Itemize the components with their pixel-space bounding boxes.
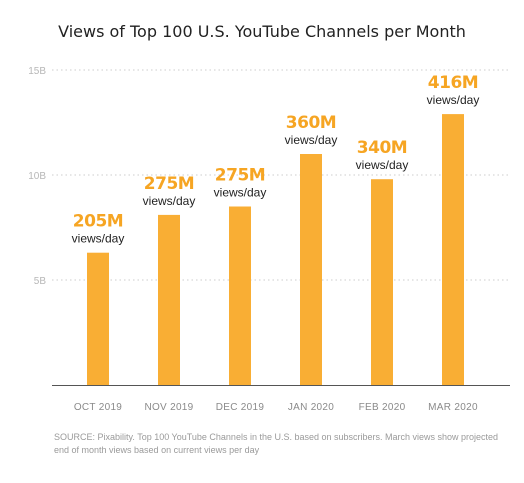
chart-title: Views of Top 100 U.S. YouTube Channels p… [58,22,466,41]
bar-annotations: 205Mviews/day275Mviews/day275Mviews/day3… [72,73,480,246]
annotation-unit: views/day [427,93,480,107]
bar [229,206,251,385]
annotation-value: 360M [286,113,336,133]
bar-chart: 5B 10B 15B OCT 2019 NOV 2019 DEC 2019 JAN 202… [28,66,510,413]
annotation-unit: views/day [356,158,409,172]
annotation-unit: views/day [285,133,338,147]
y-axis-ticks: 5B 10B 15B [28,66,46,287]
annotation-unit: views/day [143,194,196,208]
bar [87,252,109,385]
bar [158,214,180,385]
annotation-value: 416M [428,73,478,93]
annotation-value: 340M [357,138,407,158]
bar [300,154,322,385]
annotation-unit: views/day [72,232,125,246]
annotation-value: 275M [215,166,265,186]
source-note: SOURCE: Pixability. Top 100 YouTube Chan… [54,432,499,455]
x-tick-label: FEB 2020 [359,402,406,413]
y-tick-label: 5B [34,276,47,287]
annotation-value: 275M [144,174,194,194]
x-tick-label: OCT 2019 [74,402,122,413]
x-tick-label: NOV 2019 [144,402,193,413]
x-axis-labels: OCT 2019 NOV 2019 DEC 2019 JAN 2020 FEB 2020… [74,402,478,413]
annotation-value: 205M [73,212,123,232]
x-tick-label: DEC 2019 [216,402,265,413]
x-tick-label: JAN 2020 [288,402,334,413]
y-tick-label: 10B [28,171,46,182]
bar [442,114,464,385]
bars [87,114,464,385]
annotation-unit: views/day [214,186,267,200]
x-tick-label: MAR 2020 [428,402,478,413]
y-tick-label: 15B [28,66,46,77]
bar [371,179,393,385]
